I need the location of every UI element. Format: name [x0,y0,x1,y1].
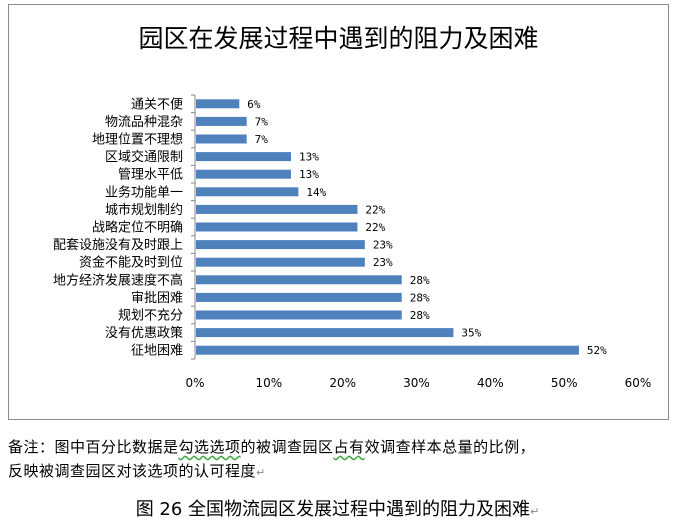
data-label: 13% [299,168,319,181]
category-label: 区域交通限制 [105,149,183,165]
data-label: 13% [299,151,319,164]
x-tick-label: 30% [403,376,430,390]
bar [196,134,247,144]
bar [196,169,291,179]
category-label: 资金不能及时到位 [79,255,183,271]
footnote-line-2: 反映被调查园区对该选项的认可程度↵ [8,462,266,480]
data-label: 28% [410,291,430,304]
category-label: 规划不充分 [118,308,183,324]
x-tick-label: 10% [255,376,282,390]
category-label: 管理水平低 [118,168,183,183]
bar [196,99,240,109]
bar [196,292,402,302]
figure-caption: 图 26 全国物流园区发展过程中遇到的阻力及困难↵ [135,499,540,520]
data-label: 23% [373,256,393,269]
category-label: 配套设施没有及时跟上 [53,237,183,253]
data-label: 14% [306,186,326,199]
data-label: 52% [587,344,607,357]
bar [196,204,358,214]
category-label: 地方经济发展速度不高 [53,272,183,288]
footnote: 备注：图中百分比数据是勾选选项的被调查园区占有效调查样本总量的比例， 反映被调查… [8,435,670,485]
category-label: 征地困难 [131,344,183,359]
chart-title: 园区在发展过程中遇到的阻力及困难 [138,24,539,53]
data-label: 28% [410,274,430,287]
bar [196,152,291,162]
x-tick-label: 60% [625,376,652,390]
bar [196,240,365,250]
bar [196,345,579,355]
bar [196,222,358,232]
data-label: 28% [410,309,430,322]
x-tick-label: 20% [329,376,356,390]
bar [196,275,402,285]
data-label: 35% [461,327,481,340]
category-label: 战略定位不明确 [92,220,183,236]
category-label: 业务功能单一 [105,184,183,200]
category-label: 城市规划制约 [105,202,183,218]
bar [196,310,402,320]
category-label: 没有优惠政策 [105,325,183,341]
data-label: 22% [365,221,385,234]
data-label: 23% [373,239,393,252]
category-label: 通关不便 [131,97,183,112]
data-label: 6% [247,98,261,111]
x-tick-label: 50% [551,376,578,390]
x-tick-label: 0% [185,376,204,390]
bar [196,187,299,197]
footnote-line-1: 备注：图中百分比数据是勾选选项的被调查园区占有效调查样本总量的比例， [8,438,536,456]
category-label: 审批困难 [131,291,183,306]
bar [196,116,247,126]
bar-chart: 通关不便 6% 物流品种混杂 7% 地理位置不理想 7% 区域交通限制 13% 管理水平低 13%… [53,94,652,390]
data-label: 22% [365,203,385,216]
bar [196,257,365,267]
data-label: 7% [255,115,269,128]
data-label: 7% [255,133,269,146]
category-label: 物流品种混杂 [105,115,183,130]
bar [196,328,454,338]
x-tick-label: 40% [477,376,504,390]
category-label: 地理位置不理想 [92,132,183,148]
